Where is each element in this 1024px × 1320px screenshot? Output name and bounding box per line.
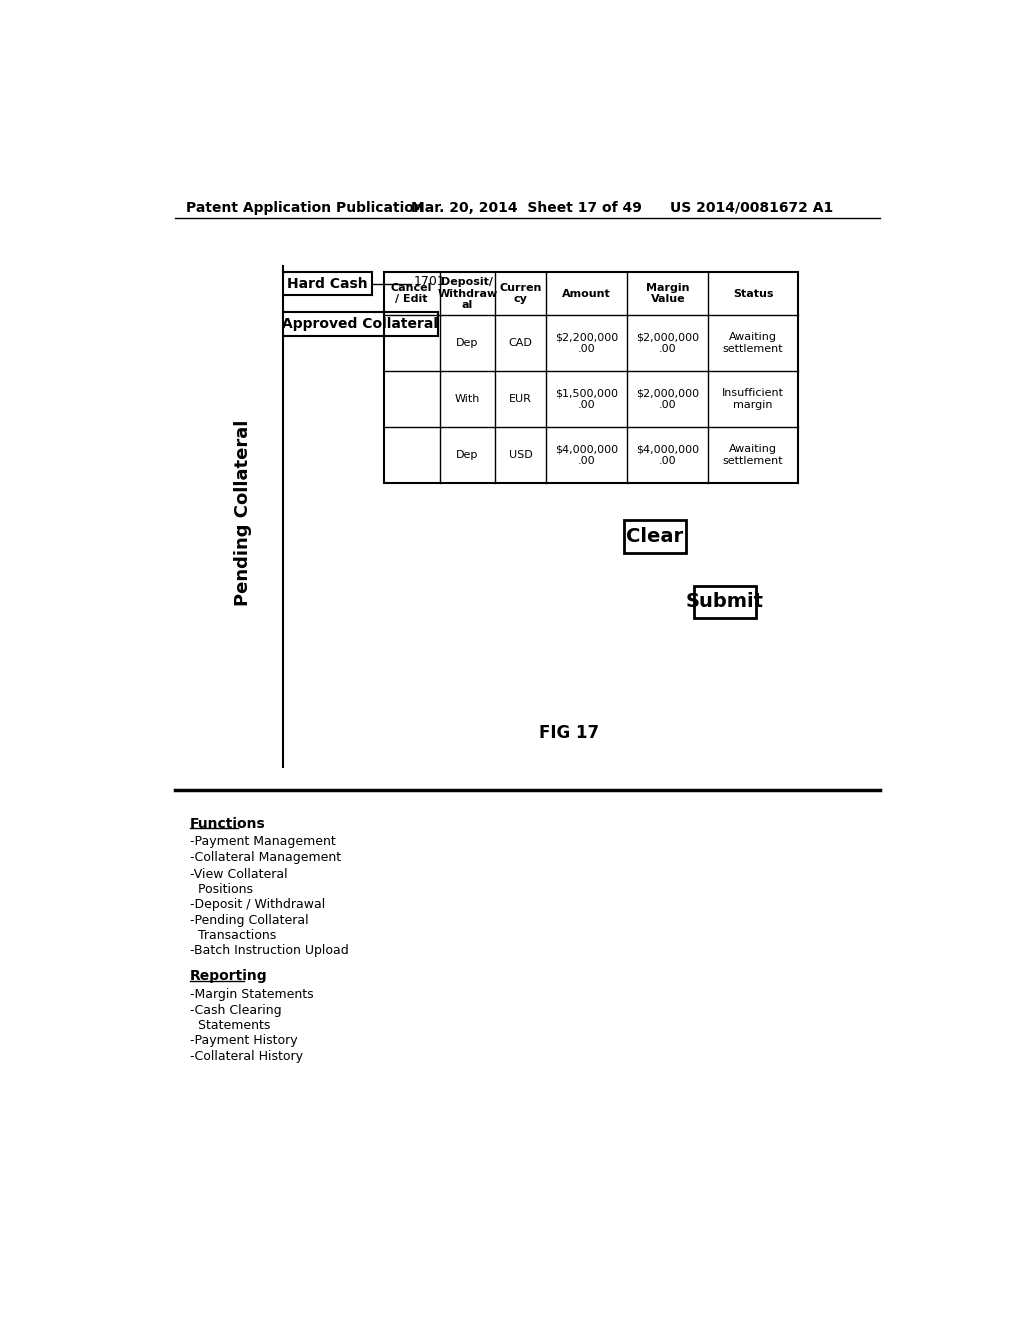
- Bar: [693, 586, 756, 618]
- Text: -Cash Clearing
  Statements: -Cash Clearing Statements: [190, 1003, 282, 1032]
- Text: $1,500,000
.00: $1,500,000 .00: [555, 388, 617, 409]
- Text: -Margin Statements: -Margin Statements: [190, 987, 313, 1001]
- Text: Amount: Amount: [562, 289, 610, 298]
- Text: $2,200,000
.00: $2,200,000 .00: [555, 333, 618, 354]
- Text: Awaiting
settlement: Awaiting settlement: [723, 445, 783, 466]
- Text: Cancel
/ Edit: Cancel / Edit: [391, 282, 432, 305]
- Text: Functions: Functions: [190, 817, 266, 830]
- Text: -Collateral History: -Collateral History: [190, 1051, 303, 1063]
- Text: -Pending Collateral
  Transactions: -Pending Collateral Transactions: [190, 913, 308, 941]
- Text: $4,000,000
.00: $4,000,000 .00: [636, 445, 699, 466]
- Text: With: With: [455, 395, 480, 404]
- Text: -Collateral Management: -Collateral Management: [190, 851, 341, 865]
- Text: Clear: Clear: [627, 527, 684, 546]
- Bar: [384, 272, 798, 483]
- Text: Status: Status: [733, 289, 773, 298]
- Text: $2,000,000
.00: $2,000,000 .00: [636, 333, 699, 354]
- Text: Awaiting
settlement: Awaiting settlement: [723, 333, 783, 354]
- Text: Approved Collateral: Approved Collateral: [283, 317, 438, 331]
- Text: Reporting: Reporting: [190, 969, 267, 983]
- Text: -Payment Management: -Payment Management: [190, 836, 336, 849]
- Text: Pending Collateral: Pending Collateral: [233, 420, 252, 606]
- Text: Margin
Value: Margin Value: [646, 282, 689, 305]
- Text: -Payment History: -Payment History: [190, 1034, 298, 1047]
- Text: Mar. 20, 2014  Sheet 17 of 49: Mar. 20, 2014 Sheet 17 of 49: [411, 201, 642, 215]
- Text: -View Collateral
  Positions: -View Collateral Positions: [190, 867, 288, 895]
- Bar: [624, 520, 686, 553]
- Text: -Deposit / Withdrawal: -Deposit / Withdrawal: [190, 898, 326, 911]
- Text: Insufficient
margin: Insufficient margin: [722, 388, 784, 409]
- Text: FIG 17: FIG 17: [539, 725, 599, 742]
- Text: Dep: Dep: [457, 338, 478, 347]
- Text: Patent Application Publication: Patent Application Publication: [186, 201, 424, 215]
- Text: 1701: 1701: [414, 275, 445, 288]
- Text: EUR: EUR: [509, 395, 532, 404]
- Text: -Batch Instruction Upload: -Batch Instruction Upload: [190, 944, 349, 957]
- Text: Curren
cy: Curren cy: [500, 282, 542, 305]
- Text: Dep: Dep: [457, 450, 478, 461]
- Text: Submit: Submit: [686, 593, 764, 611]
- Text: US 2014/0081672 A1: US 2014/0081672 A1: [671, 201, 834, 215]
- Text: Deposit/
Withdraw
al: Deposit/ Withdraw al: [437, 277, 498, 310]
- Text: CAD: CAD: [509, 338, 532, 347]
- Text: $4,000,000
.00: $4,000,000 .00: [555, 445, 617, 466]
- Text: $2,000,000
.00: $2,000,000 .00: [636, 388, 699, 409]
- Text: USD: USD: [509, 450, 532, 461]
- Text: Hard Cash: Hard Cash: [288, 277, 368, 290]
